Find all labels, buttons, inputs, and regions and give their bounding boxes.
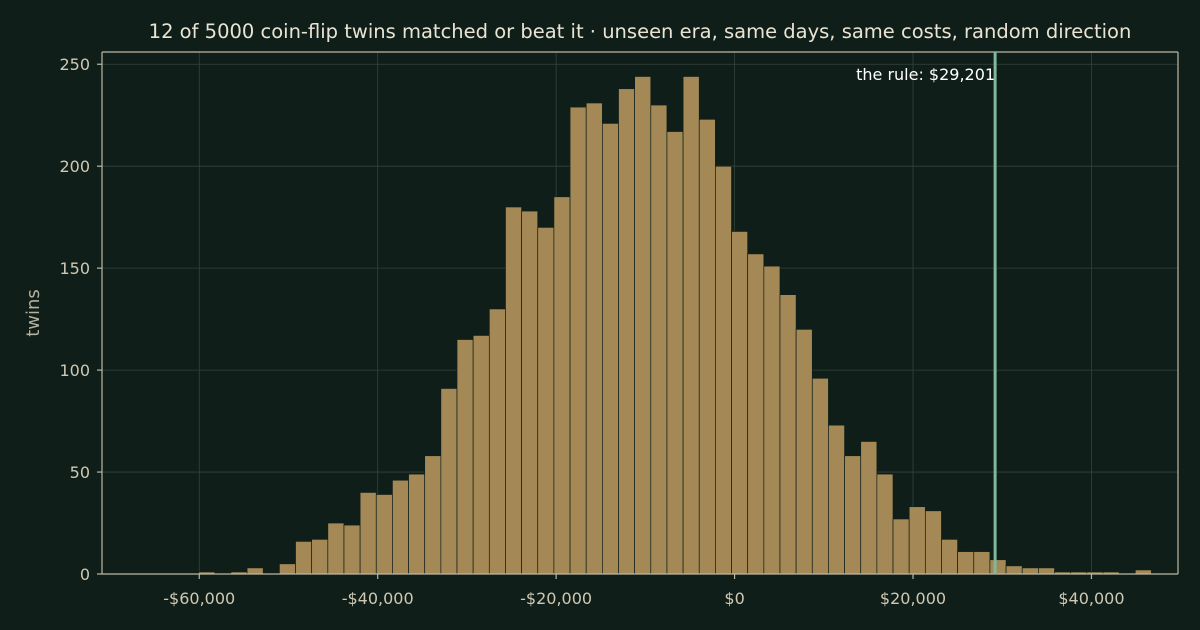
histogram-bar [795,328,813,575]
y-tick-label: 0 [80,565,90,584]
y-axis-label: twins [23,289,44,337]
histogram-bar [424,455,442,575]
histogram-bar [408,473,426,575]
histogram-bar [537,227,555,575]
histogram-bar [569,106,587,575]
histogram-bar [618,88,635,575]
histogram-bar [779,294,797,575]
x-tick-label: $20,000 [880,589,946,608]
histogram-bar [811,377,829,575]
y-tick-label: 150 [59,259,90,278]
histogram-bar [392,479,409,575]
histogram-bar [311,538,329,575]
histogram-bar [941,538,958,575]
histogram-bar [876,473,894,575]
histogram-bar [472,335,490,575]
histogram-bar [279,563,296,575]
y-tick-label: 50 [70,463,90,482]
histogram-bar [456,339,474,575]
histogram-bar [327,522,345,575]
histogram-bar [585,102,603,575]
histogram-bar [924,510,942,575]
histogram-bar [666,131,684,575]
y-tick-label: 100 [59,361,90,380]
histogram-bar [440,388,458,575]
histogram-bar [1038,567,1055,575]
histogram-bar [1021,567,1039,575]
histogram-bar [989,559,1007,575]
histogram-bar [375,494,393,575]
x-tick-label: -$40,000 [342,589,414,608]
histogram-bar [553,196,571,575]
histogram-bar [634,76,652,575]
histogram-bar [650,104,668,575]
y-tick-label: 250 [59,55,90,74]
rule-marker: the rule: $29,201 [856,52,997,574]
histogram-bar [698,118,716,575]
histogram-bar [505,206,522,575]
histogram-bar [488,308,506,575]
x-tick-label: $40,000 [1058,589,1124,608]
x-tick-label: -$20,000 [520,589,592,608]
histogram-bar [747,253,765,575]
chart-title: 12 of 5000 coin-flip twins matched or be… [149,20,1132,43]
histogram-bars [198,76,1152,575]
histogram-bar [731,231,749,575]
histogram-bar [957,551,975,575]
histogram-bar [343,524,361,575]
histogram-bar [860,441,878,575]
histogram-bar [1005,565,1023,575]
histogram-bar [521,210,539,575]
histogram-bar [246,567,264,575]
axes: -$60,000 -$40,000 -$20,000 $0 $20,000 $40,000… [59,51,1179,608]
histogram-bar [892,518,910,575]
histogram-bar [359,492,377,575]
histogram-bar [295,541,313,575]
y-tick-label: 200 [59,157,90,176]
histogram-bar [715,165,732,575]
histogram-bar [844,455,862,575]
histogram-bar [908,506,926,575]
histogram-bar [601,123,619,575]
x-tick-label: -$60,000 [163,589,235,608]
histogram-bar [682,76,700,575]
x-tick-label: $0 [724,589,744,608]
rule-marker-label: the rule: $29,201 [856,65,995,84]
histogram-bar [828,424,845,575]
histogram-bar [763,265,781,575]
histogram-bar [1134,569,1152,575]
histogram-bar [973,551,991,575]
